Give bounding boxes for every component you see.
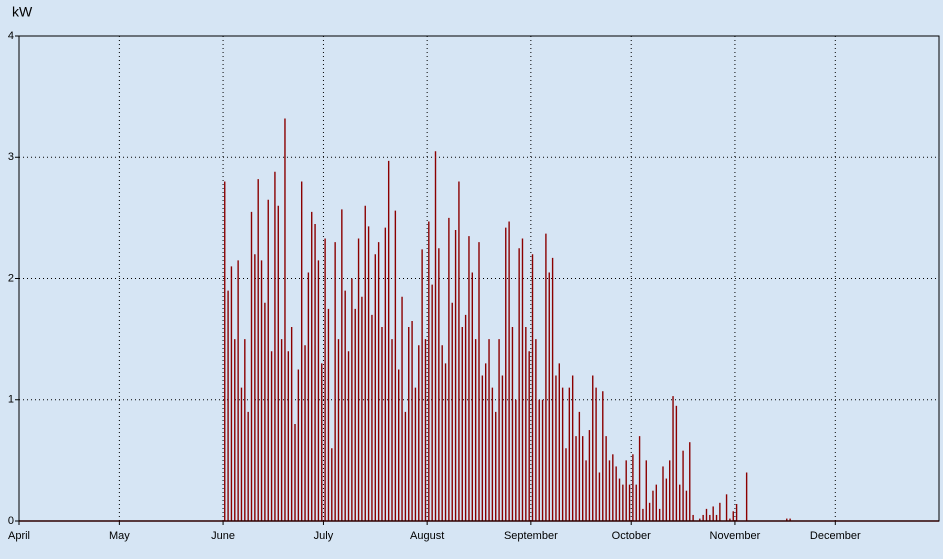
y-tick-label: 1 (8, 394, 14, 406)
x-tick-label: November (710, 530, 761, 542)
x-tick-label: August (410, 530, 444, 542)
y-tick-label: 0 (8, 515, 14, 527)
x-tick-label: April (8, 530, 30, 542)
x-tick-label: October (612, 530, 651, 542)
y-tick-label: 4 (8, 30, 14, 42)
y-tick-label: 2 (8, 272, 14, 284)
x-tick-label: May (109, 530, 130, 542)
plot-frame (18, 35, 940, 522)
y-axis-label: kW (12, 4, 33, 20)
x-tick-label: July (314, 530, 334, 542)
y-tick-label: 3 (8, 151, 14, 163)
x-tick-label: September (504, 530, 558, 542)
x-tick-label: June (211, 530, 235, 542)
x-tick-label: December (810, 530, 861, 542)
